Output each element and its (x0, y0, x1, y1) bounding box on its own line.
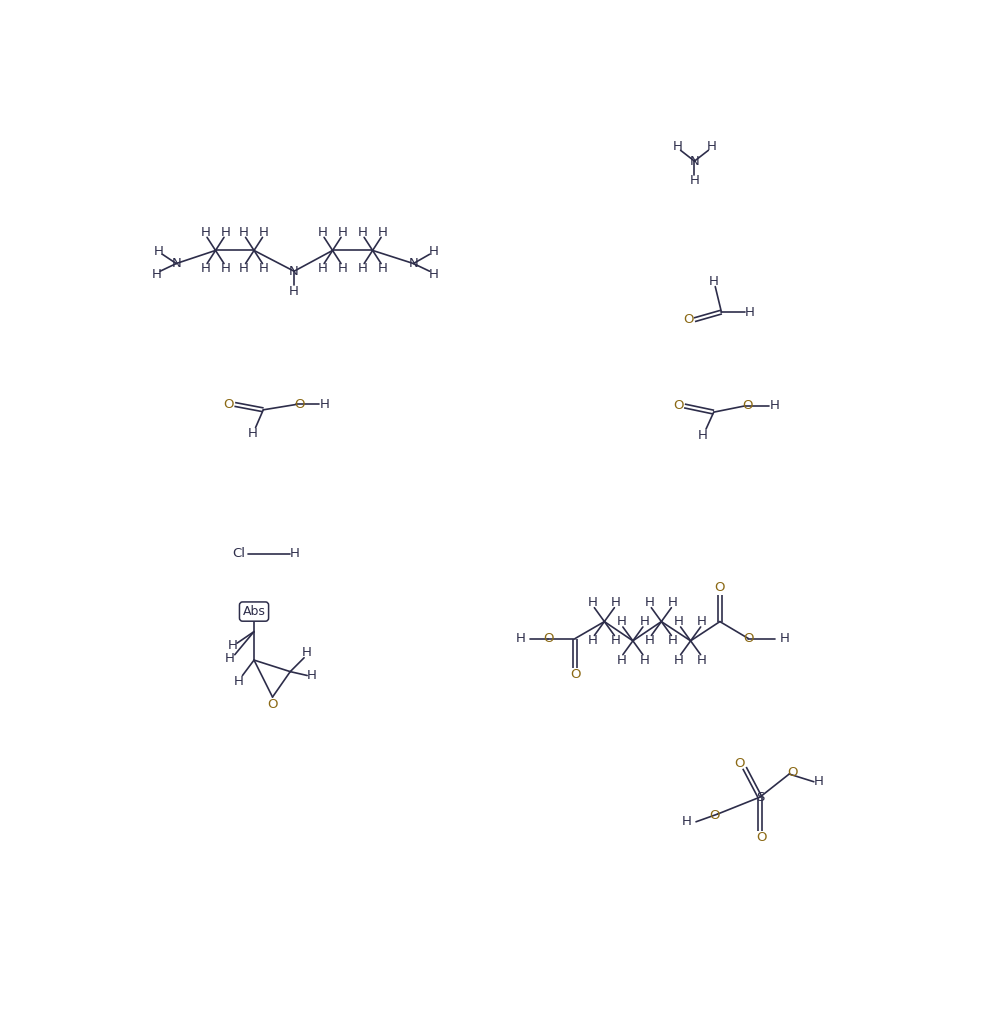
Text: O: O (742, 400, 753, 413)
Text: H: H (428, 267, 438, 281)
Text: O: O (224, 398, 234, 411)
Text: H: H (338, 226, 348, 239)
Text: H: H (707, 140, 717, 153)
Text: H: H (259, 226, 269, 239)
Text: H: H (698, 654, 707, 667)
Text: H: H (358, 261, 368, 274)
Text: H: H (201, 261, 211, 274)
Text: H: H (698, 429, 708, 442)
Text: H: H (320, 398, 330, 411)
Text: O: O (683, 313, 694, 326)
Text: N: N (289, 264, 299, 277)
Text: H: H (318, 261, 328, 274)
Text: H: H (221, 261, 231, 274)
Text: H: H (290, 547, 299, 560)
Text: H: H (239, 261, 249, 274)
Text: H: H (770, 400, 779, 413)
Text: H: H (639, 654, 649, 667)
Text: O: O (710, 809, 720, 822)
Text: H: H (201, 226, 211, 239)
Text: H: H (358, 226, 368, 239)
Text: H: H (516, 632, 526, 645)
Text: H: H (616, 615, 626, 628)
Text: H: H (306, 669, 317, 682)
Text: Abs: Abs (243, 605, 265, 619)
Text: H: H (668, 635, 677, 648)
Text: O: O (715, 581, 725, 594)
Text: H: H (259, 261, 269, 274)
Text: O: O (743, 632, 754, 645)
Text: H: H (588, 596, 598, 608)
Text: H: H (588, 635, 598, 648)
Text: H: H (616, 654, 626, 667)
Text: H: H (645, 596, 655, 608)
Text: H: H (813, 775, 824, 788)
Text: N: N (171, 257, 181, 270)
Text: O: O (267, 698, 278, 711)
Text: Cl: Cl (233, 547, 246, 560)
Text: H: H (709, 274, 719, 288)
Text: O: O (756, 831, 767, 845)
Text: H: H (289, 285, 299, 298)
Text: H: H (153, 245, 163, 257)
Text: N: N (408, 257, 418, 270)
Text: H: H (318, 226, 328, 239)
Text: H: H (338, 261, 348, 274)
Text: H: H (674, 615, 684, 628)
Text: H: H (378, 226, 387, 239)
Text: H: H (225, 652, 235, 665)
Text: H: H (639, 615, 649, 628)
Text: H: H (780, 632, 790, 645)
Text: H: H (248, 427, 257, 440)
Text: O: O (787, 766, 797, 779)
Text: H: H (221, 226, 231, 239)
Text: S: S (756, 791, 764, 803)
Text: H: H (689, 174, 700, 187)
Text: H: H (151, 267, 161, 281)
Text: H: H (745, 306, 755, 319)
Text: H: H (234, 675, 244, 688)
Text: H: H (239, 226, 249, 239)
Text: H: H (681, 815, 691, 828)
Text: H: H (668, 596, 677, 608)
Text: H: H (378, 261, 387, 274)
Text: H: H (228, 639, 238, 652)
Text: H: H (645, 635, 655, 648)
Text: O: O (294, 398, 304, 411)
Text: H: H (698, 615, 707, 628)
Text: O: O (570, 668, 581, 681)
Text: N: N (689, 154, 700, 167)
Text: H: H (428, 245, 438, 257)
Text: H: H (672, 140, 682, 153)
Text: O: O (673, 400, 683, 413)
Text: H: H (611, 635, 621, 648)
Text: H: H (302, 646, 312, 659)
Text: H: H (674, 654, 684, 667)
Text: O: O (543, 632, 553, 645)
Text: H: H (611, 596, 621, 608)
Text: O: O (735, 757, 745, 770)
